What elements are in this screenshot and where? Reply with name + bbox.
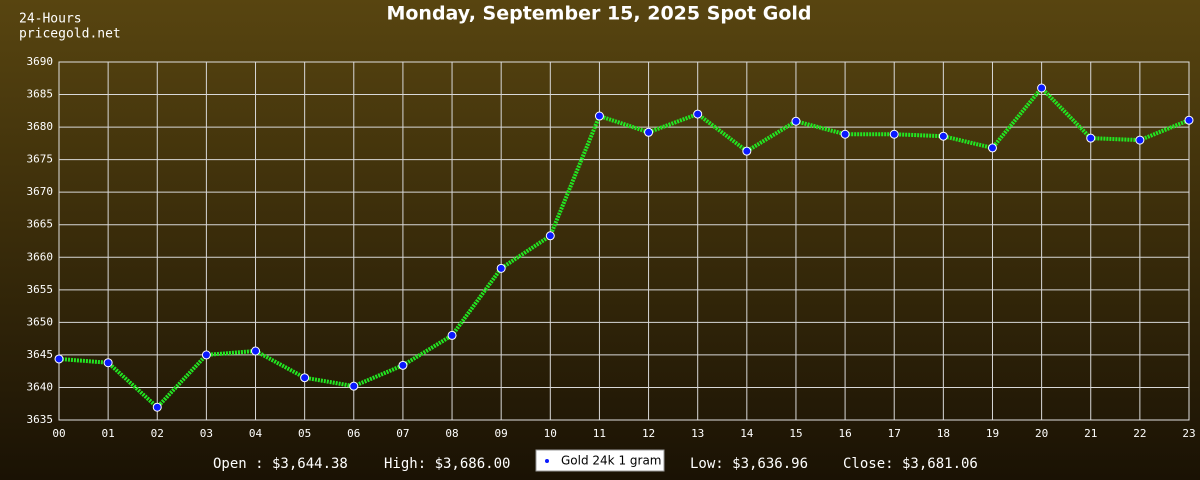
summary-label: Close: $3,681.06 xyxy=(843,456,978,472)
x-tick-label: 23 xyxy=(1182,427,1195,440)
x-tick-label: 10 xyxy=(544,427,557,440)
data-point xyxy=(987,143,997,153)
x-tick-label: 18 xyxy=(937,427,950,440)
x-tick-label: 11 xyxy=(593,427,606,440)
corner-label: pricegold.net xyxy=(19,27,121,42)
x-tick-label: 01 xyxy=(102,427,115,440)
x-tick-label: 21 xyxy=(1084,427,1097,440)
y-tick-label: 3660 xyxy=(27,250,54,263)
x-tick-label: 03 xyxy=(200,427,213,440)
corner-label: 24-Hours xyxy=(19,12,82,27)
data-point xyxy=(300,373,310,383)
data-point xyxy=(398,360,408,370)
data-point xyxy=(103,358,113,368)
y-tick-label: 3645 xyxy=(27,348,54,361)
summary-label: Low: $3,636.96 xyxy=(690,456,808,472)
data-point xyxy=(594,111,604,121)
data-point xyxy=(447,330,457,340)
y-tick-label: 3655 xyxy=(27,283,54,296)
y-tick-label: 3665 xyxy=(27,218,54,231)
x-tick-label: 19 xyxy=(986,427,999,440)
x-tick-label: 07 xyxy=(396,427,409,440)
data-point xyxy=(54,354,64,364)
data-point xyxy=(644,127,654,137)
x-tick-label: 13 xyxy=(691,427,704,440)
x-tick-label: 22 xyxy=(1133,427,1146,440)
summary-label: Open : $3,644.38 xyxy=(213,456,348,472)
x-tick-label: 14 xyxy=(740,427,754,440)
legend-marker xyxy=(545,459,549,463)
y-tick-label: 3670 xyxy=(27,185,54,198)
legend-box xyxy=(535,449,665,472)
series-line xyxy=(58,85,1190,411)
summary-label: High: $3,686.00 xyxy=(384,456,510,472)
data-point xyxy=(496,263,506,273)
x-tick-label: 04 xyxy=(249,427,263,440)
y-tick-label: 3635 xyxy=(27,413,54,426)
x-tick-label: 02 xyxy=(151,427,164,440)
y-tick-label: 3650 xyxy=(27,315,54,328)
x-tick-label: 20 xyxy=(1035,427,1048,440)
x-tick-label: 05 xyxy=(298,427,311,440)
chart-title: Monday, September 15, 2025 Spot Gold xyxy=(386,3,811,25)
data-point xyxy=(938,131,948,141)
y-tick-label: 3640 xyxy=(27,380,54,393)
x-tick-label: 15 xyxy=(789,427,802,440)
data-point xyxy=(742,146,752,156)
y-tick-label: 3680 xyxy=(27,120,54,133)
data-point xyxy=(693,109,703,119)
y-tick-label: 3690 xyxy=(27,55,54,68)
x-tick-label: 12 xyxy=(642,427,655,440)
x-tick-label: 17 xyxy=(888,427,901,440)
y-tick-label: 3685 xyxy=(27,88,54,101)
data-point xyxy=(840,129,850,139)
data-point xyxy=(201,350,211,360)
data-point xyxy=(1135,135,1145,145)
x-tick-label: 06 xyxy=(347,427,360,440)
data-point xyxy=(1086,133,1096,143)
legend-label: Gold 24k 1 gram xyxy=(561,454,661,468)
data-point xyxy=(791,116,801,126)
data-point xyxy=(1037,83,1047,93)
x-tick-label: 00 xyxy=(52,427,65,440)
data-point xyxy=(349,381,359,391)
x-tick-label: 16 xyxy=(838,427,851,440)
y-tick-label: 3675 xyxy=(27,153,54,166)
x-tick-label: 09 xyxy=(495,427,508,440)
data-point xyxy=(1184,115,1194,125)
data-point xyxy=(889,129,899,139)
data-point xyxy=(251,346,261,356)
x-tick-label: 08 xyxy=(445,427,458,440)
plot-frame xyxy=(58,61,1190,421)
data-point xyxy=(545,231,555,241)
data-point xyxy=(152,402,162,412)
